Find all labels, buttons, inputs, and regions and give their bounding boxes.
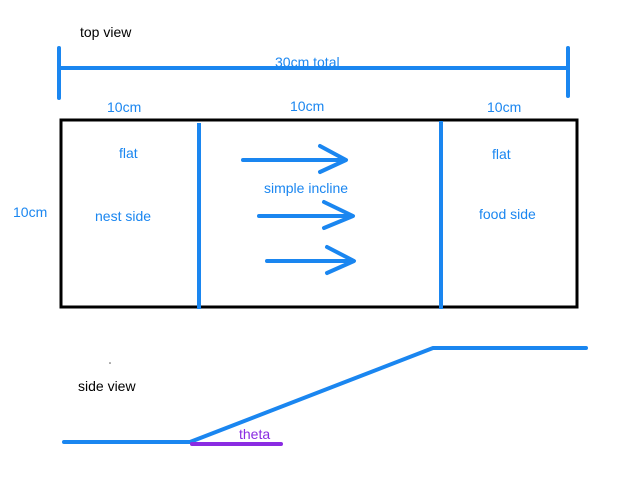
section-width-label-right: 10cm <box>487 99 522 115</box>
theta-label: theta <box>239 426 271 442</box>
food-side-label: food side <box>479 206 536 222</box>
incline-arrow-1 <box>241 144 348 174</box>
top-view-title: top view <box>80 24 132 40</box>
simple-incline-label: simple incline <box>264 180 349 196</box>
total-length-label: 30cm total <box>275 54 340 70</box>
nest-side-label: nest side <box>95 208 152 224</box>
stray-dot <box>109 362 111 364</box>
side-view-title: side view <box>78 378 136 394</box>
right-surface-label: flat <box>492 146 511 162</box>
side-view-profile <box>62 346 588 444</box>
top-view-box <box>59 118 579 309</box>
total-length-dimension <box>57 46 570 100</box>
height-label: 10cm <box>13 204 48 220</box>
incline-arrow-3 <box>265 245 356 275</box>
section-width-label-middle: 10cm <box>290 98 325 114</box>
left-surface-label: flat <box>119 145 138 161</box>
incline-arrow-2 <box>257 200 355 230</box>
section-width-label-left: 10cm <box>107 99 142 115</box>
